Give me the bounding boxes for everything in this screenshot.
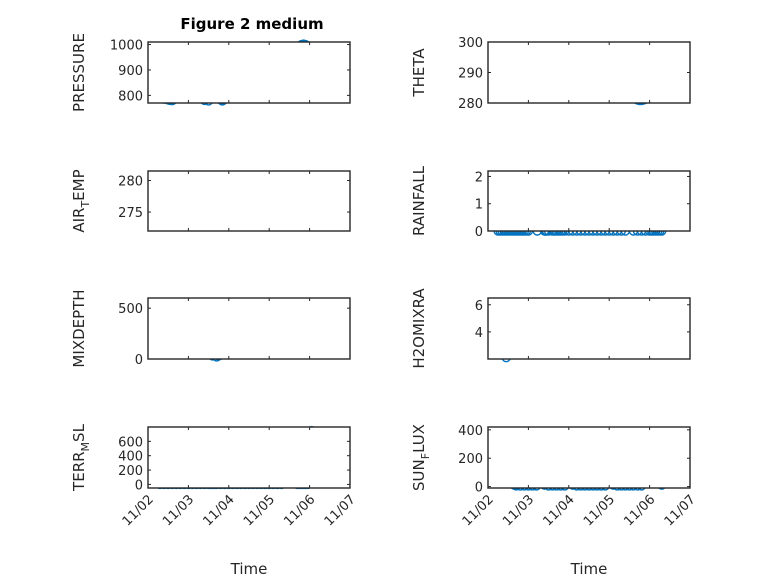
y-tick-label: 6: [475, 299, 483, 314]
y-tick-label: 0: [135, 353, 143, 368]
y-tick-label: 290: [458, 67, 483, 82]
x-axis-label: Time: [570, 560, 608, 578]
y-tick-label: 280: [118, 174, 143, 189]
axes-frame: [147, 297, 351, 360]
y-tick-label: 4: [475, 326, 483, 341]
x-tick-label: 11/03: [160, 492, 197, 529]
y-tick-label: 0: [475, 225, 483, 240]
y-axis-label: THETA: [410, 48, 428, 98]
axes-frame: [147, 170, 351, 232]
subplot-p4: 0 1 2 RAINFALL: [410, 165, 691, 240]
subplot-p8: 11/02 11/03 11/04 11/05 11/06 11/07 0 200 400 SUN…: [410, 424, 699, 578]
x-tick-label: 11/02: [120, 492, 157, 529]
figure-title: Figure 2 medium: [180, 15, 323, 33]
x-axis-label: Time: [230, 560, 268, 578]
y-tick-label: 800: [118, 89, 143, 104]
axes-frame: [487, 170, 691, 232]
x-tick-label: 11/07: [322, 492, 359, 529]
y-tick-label: 900: [118, 64, 143, 79]
x-tick-label: 11/05: [581, 492, 618, 529]
subplot-p7: 11/02 11/03 11/04 11/05 11/06 11/07 0200400600…: [70, 423, 359, 578]
y-tick-label: 0: [475, 481, 483, 496]
axes-frame: [147, 41, 351, 104]
y-axis-label: RAINFALL: [410, 165, 428, 236]
y-tick-label: 1: [475, 198, 483, 213]
subplot-p3: 275 280 AIRTEMP: [70, 169, 351, 233]
subplot-p2: 280 290 300 THETA: [410, 36, 691, 112]
y-tick-label: 300: [458, 36, 483, 51]
y-tick-label: 1000: [110, 39, 143, 54]
y-tick-label: 600: [118, 435, 143, 450]
y-tick-label: 400: [458, 424, 483, 439]
y-tick-label: 280: [458, 97, 483, 112]
y-tick-label: 500: [118, 302, 143, 317]
axes-frame: [147, 426, 351, 489]
axes-frame: [487, 426, 691, 489]
x-tick-label: 11/07: [662, 492, 699, 529]
y-tick-label: 400: [118, 450, 143, 465]
y-axis-label: AIRTEMP: [70, 169, 92, 232]
x-tick-label: 11/06: [621, 492, 658, 529]
x-tick-label: 11/05: [241, 492, 278, 529]
x-tick-label: 11/02: [460, 492, 497, 529]
x-tick-label: 11/04: [541, 492, 578, 529]
y-axis-label: TERRMSL: [70, 423, 92, 492]
subplot-p1: 800 900 1000 PRESSURE: [70, 33, 351, 112]
y-axis-label: SUNFLUX: [410, 424, 432, 491]
y-tick-label: 200: [458, 452, 483, 467]
subplot-p6: 4 6 H2OMIXRA: [410, 288, 691, 369]
y-tick-label: 2: [475, 170, 483, 185]
y-axis-label: H2OMIXRA: [410, 288, 428, 369]
subplot-p5: 0 500 MIXDEPTH: [70, 289, 351, 368]
y-tick-label: 0: [135, 478, 143, 493]
axes-frame: [487, 297, 691, 360]
x-tick-label: 11/03: [500, 492, 537, 529]
x-tick-label: 11/06: [281, 492, 318, 529]
y-axis-label: PRESSURE: [70, 33, 88, 112]
x-tick-label: 11/04: [201, 492, 238, 529]
y-tick-label: 275: [118, 206, 143, 221]
y-axis-label: MIXDEPTH: [70, 289, 88, 367]
axes-frame: [487, 41, 691, 104]
y-tick-label: 200: [118, 464, 143, 479]
